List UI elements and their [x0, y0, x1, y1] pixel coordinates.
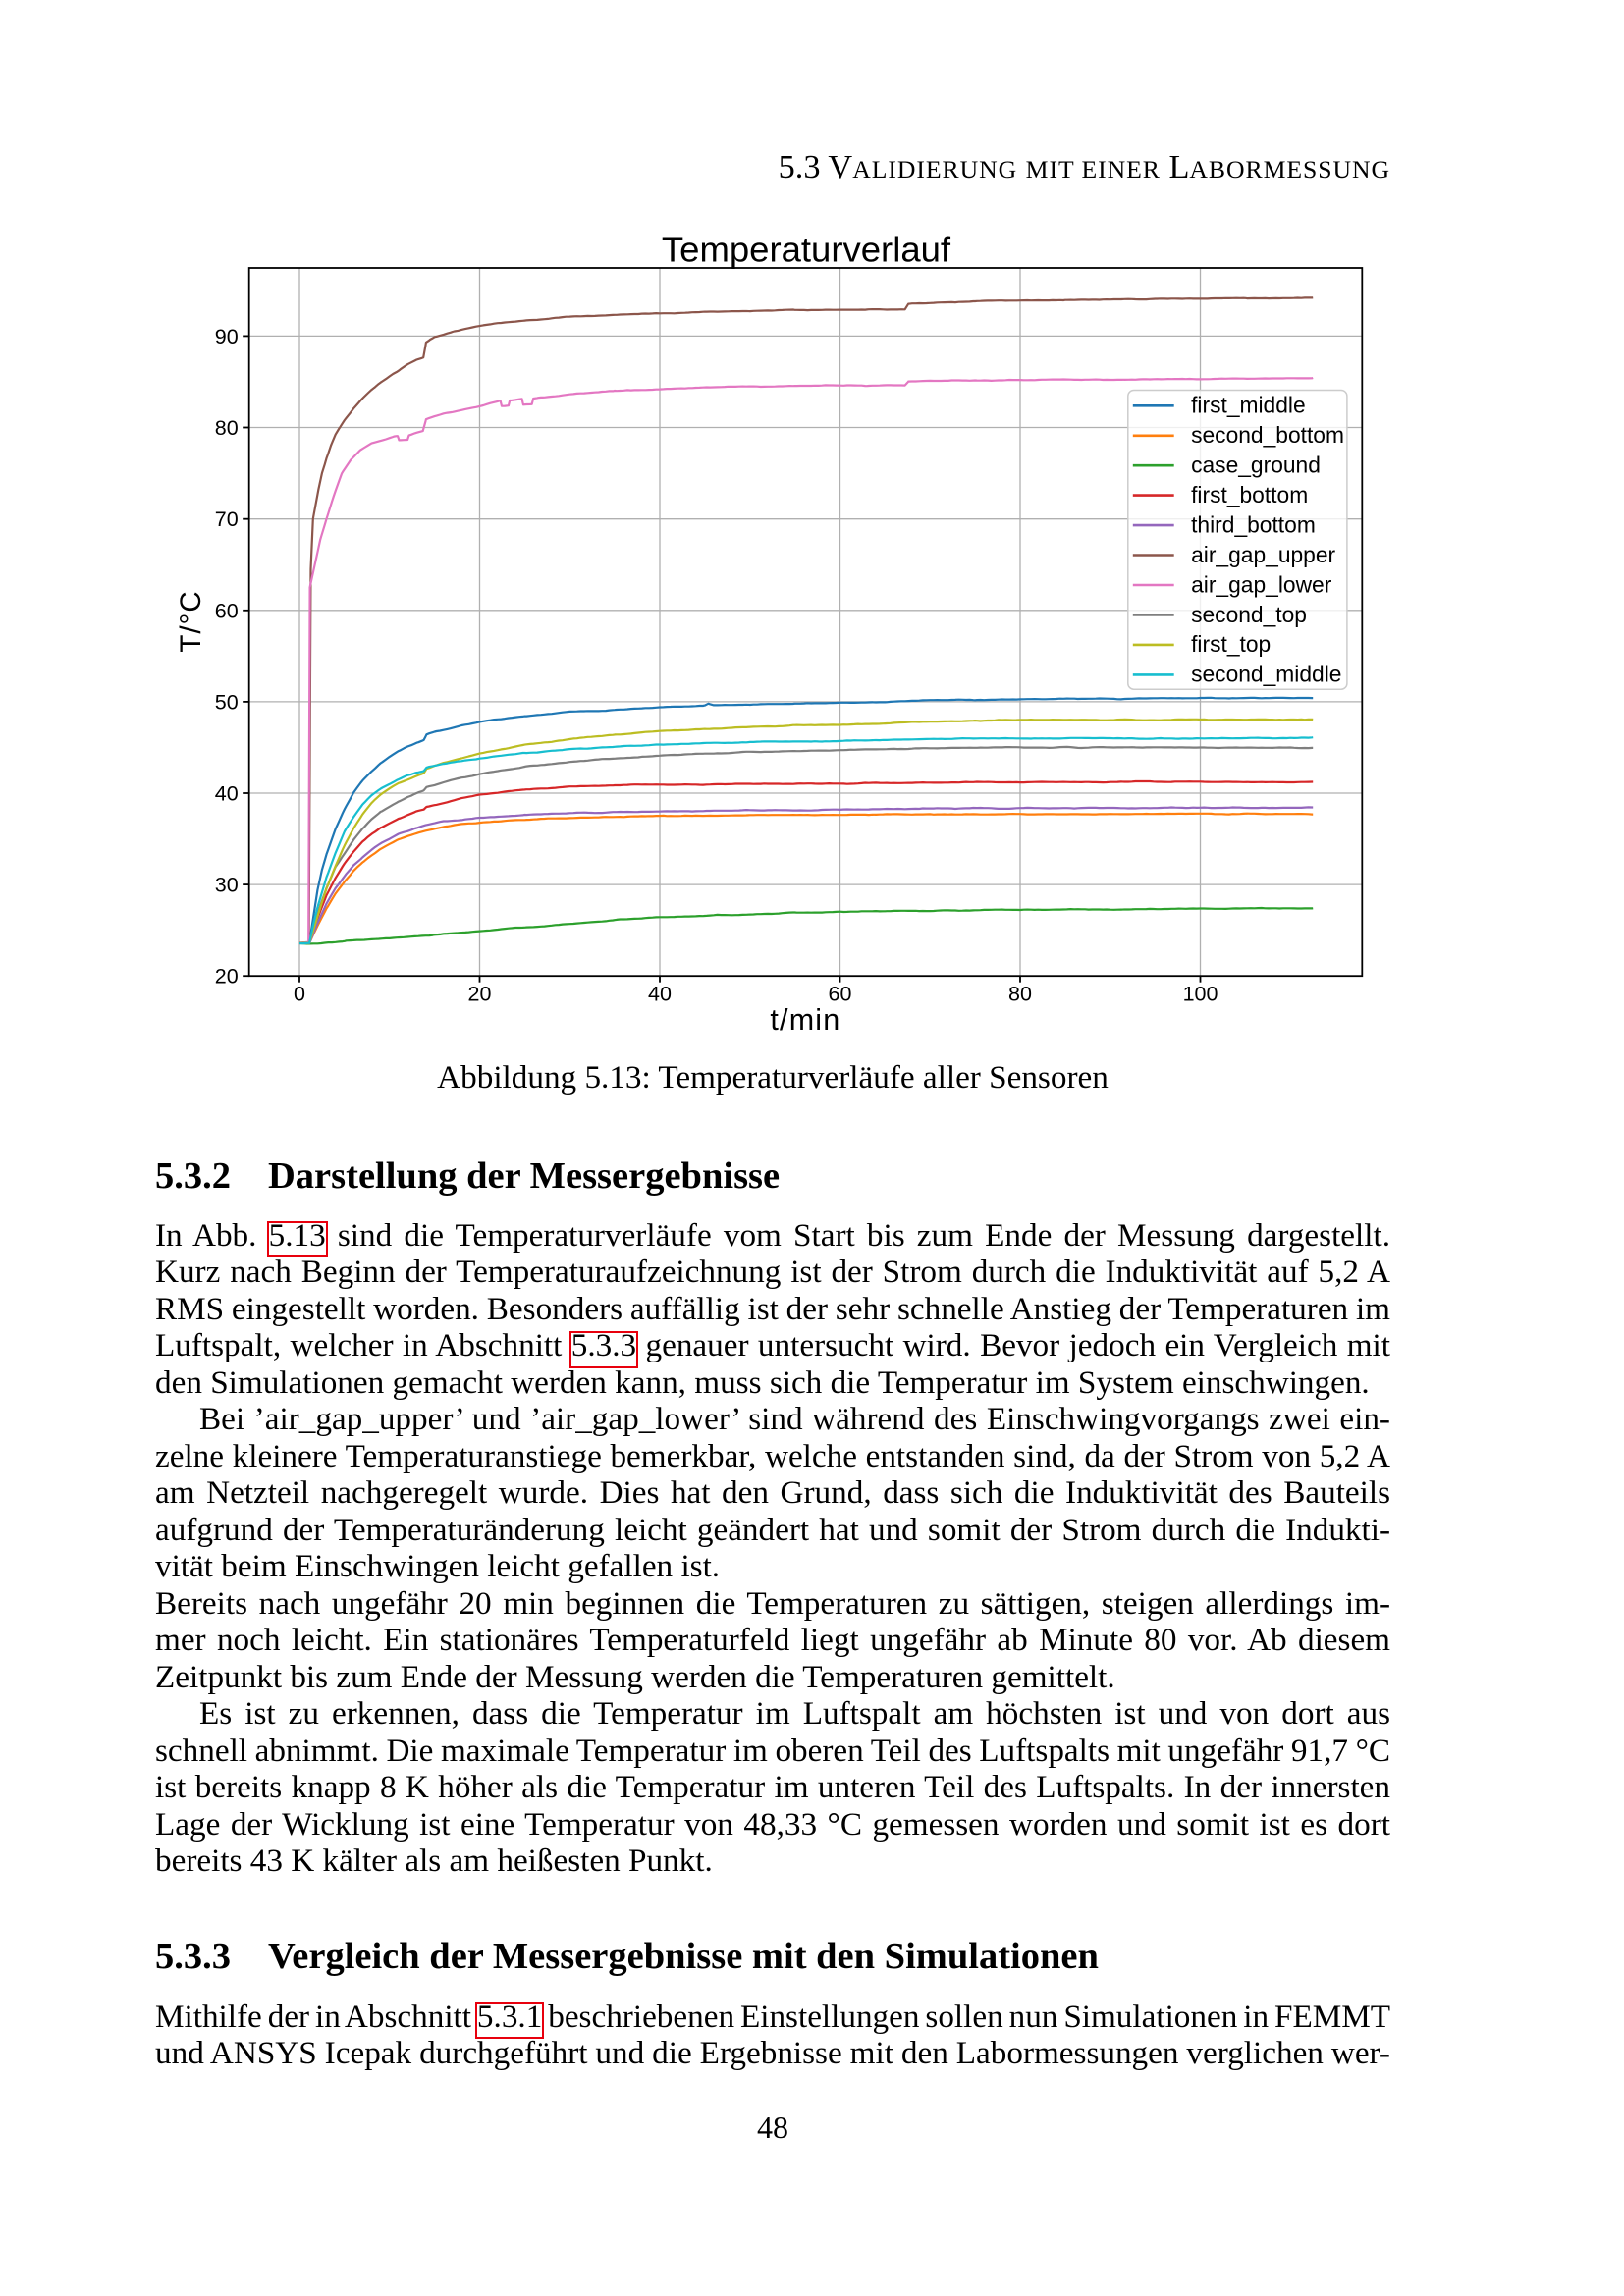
svg-text:second_top: second_top [1191, 602, 1307, 627]
svg-text:case_ground: case_ground [1191, 453, 1321, 478]
svg-text:first_middle: first_middle [1191, 393, 1306, 418]
svg-text:second_bottom: second_bottom [1191, 422, 1344, 448]
svg-text:100: 100 [1183, 983, 1218, 1006]
svg-text:40: 40 [215, 782, 239, 806]
svg-text:0: 0 [294, 983, 305, 1006]
svg-text:40: 40 [648, 983, 672, 1006]
svg-text:60: 60 [829, 983, 852, 1006]
svg-text:20: 20 [468, 983, 492, 1006]
svg-text:air_gap_upper: air_gap_upper [1191, 542, 1335, 567]
svg-text:first_bottom: first_bottom [1191, 482, 1308, 507]
svg-text:50: 50 [215, 690, 239, 714]
svg-text:Temperaturverlauf: Temperaturverlauf [662, 229, 951, 269]
svg-text:t/min: t/min [770, 1003, 840, 1037]
svg-text:80: 80 [215, 416, 239, 440]
svg-text:60: 60 [215, 599, 239, 622]
svg-text:80: 80 [1008, 983, 1032, 1006]
svg-text:third_bottom: third_bottom [1191, 511, 1316, 537]
svg-text:second_middle: second_middle [1191, 662, 1341, 687]
svg-text:30: 30 [215, 874, 239, 897]
svg-text:first_top: first_top [1191, 631, 1271, 657]
svg-text:T/°C: T/°C [175, 590, 207, 652]
svg-text:70: 70 [215, 507, 239, 531]
svg-text:90: 90 [215, 325, 239, 348]
svg-text:20: 20 [215, 965, 239, 988]
svg-text:air_gap_lower: air_gap_lower [1191, 571, 1332, 597]
